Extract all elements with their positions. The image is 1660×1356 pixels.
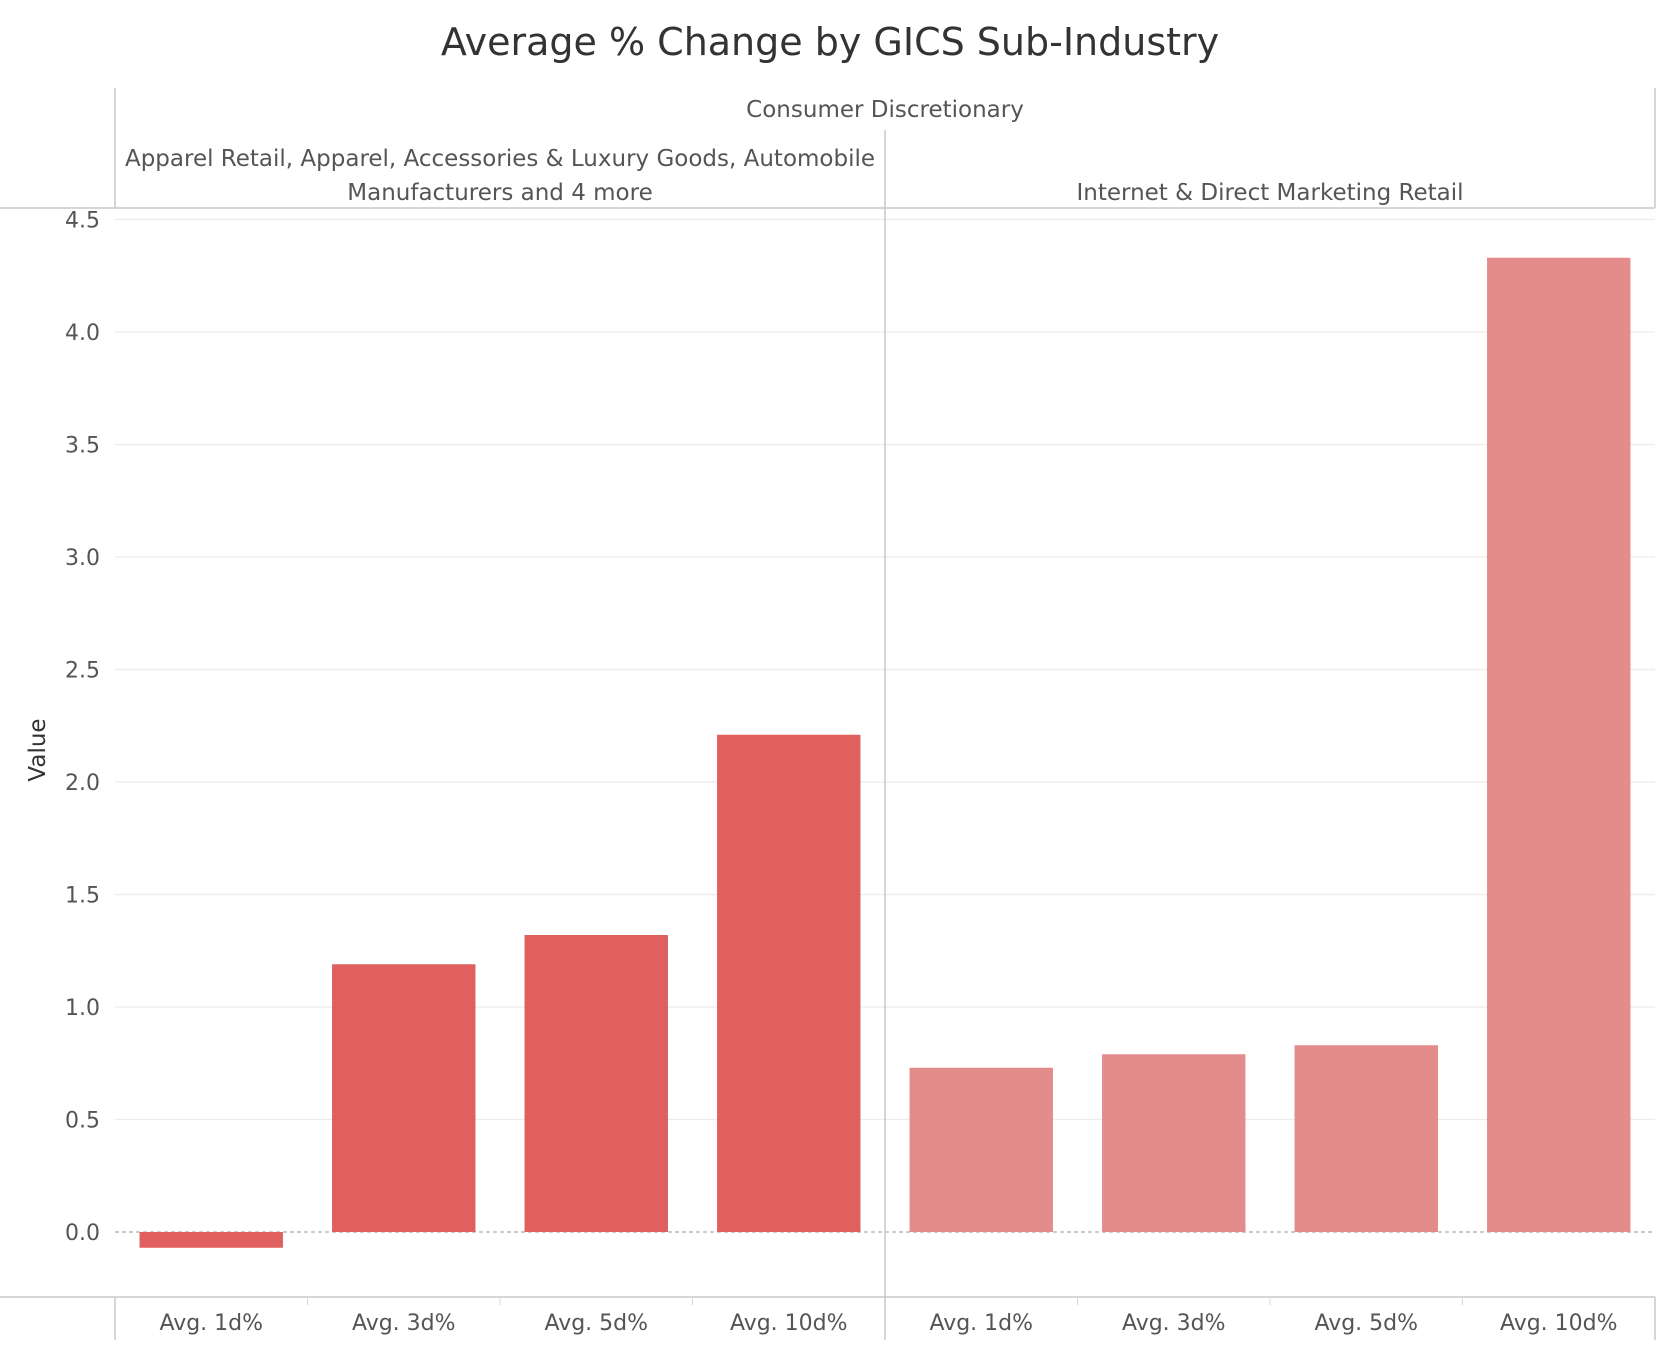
y-axis-label-group: Value [25, 718, 51, 781]
y-tick-label: 4.5 [65, 209, 100, 234]
bar [1294, 1045, 1438, 1232]
bar [524, 935, 668, 1232]
panel-header-line: Internet & Direct Marketing Retail [1077, 180, 1464, 206]
y-tick-label: 2.0 [65, 771, 100, 796]
x-tick-label: Avg. 1d% [929, 1311, 1033, 1336]
x-tick-label: Avg. 3d% [352, 1311, 456, 1336]
bars [139, 257, 1631, 1248]
panel-header-line: Apparel Retail, Apparel, Accessories & L… [125, 146, 875, 172]
x-tick-label: Avg. 5d% [1314, 1311, 1418, 1336]
y-tick-label: 1.5 [65, 884, 100, 909]
y-axis-ticks: 0.0 0.5 1.0 1.5 2.0 2.5 3.0 3.5 4.0 4.5 [65, 209, 100, 1247]
x-tick-label: Avg. 5d% [544, 1311, 648, 1336]
panel-header-line: Manufacturers and 4 more [347, 180, 652, 206]
y-tick-label: 2.5 [65, 659, 100, 684]
chart-title: Average % Change by GICS Sub-Industry [441, 20, 1219, 64]
y-tick-label: 1.0 [65, 996, 100, 1021]
y-tick-label: 0.5 [65, 1109, 100, 1134]
x-tick-label: Avg. 3d% [1122, 1311, 1226, 1336]
bar [1102, 1054, 1246, 1232]
bar [717, 734, 861, 1232]
y-tick-label: 3.0 [65, 546, 100, 571]
bar [139, 1232, 283, 1248]
bar [1487, 257, 1631, 1232]
chart-frame [0, 88, 1656, 1340]
x-axis-ticks: Avg. 1d% Avg. 3d% Avg. 5d% Avg. 10d% Avg. 1d… [159, 1311, 1617, 1336]
y-axis-label: Value [25, 718, 51, 781]
x-tick-label: Avg. 1d% [159, 1311, 263, 1336]
x-tick-label: Avg. 10d% [730, 1311, 848, 1336]
column-header: Consumer Discretionary [746, 97, 1024, 123]
y-tick-label: 3.5 [65, 434, 100, 459]
x-tick-label: Avg. 10d% [1500, 1311, 1618, 1336]
panel-headers: Apparel Retail, Apparel, Accessories & L… [125, 146, 1464, 206]
bar [909, 1067, 1053, 1232]
y-tick-label: 0.0 [65, 1221, 100, 1246]
bar [332, 964, 476, 1232]
y-tick-label: 4.0 [65, 321, 100, 346]
